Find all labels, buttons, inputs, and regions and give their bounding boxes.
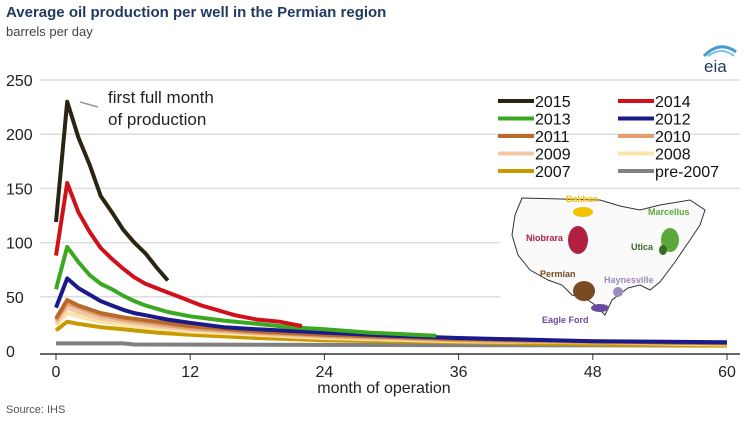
map-label: Utica <box>631 242 654 252</box>
x-tick-label: 24 <box>316 364 334 381</box>
legend-item-2013: 2013 <box>498 112 571 129</box>
legend-item-2010: 2010 <box>618 129 691 146</box>
annotation-text: first full month <box>108 88 214 107</box>
legend-item-2011: 2011 <box>498 129 570 146</box>
legend-item-2009: 2009 <box>498 147 571 164</box>
legend-label: 2010 <box>655 129 691 146</box>
series-line-2013 <box>54 244 437 338</box>
x-axis-label: month of operation <box>317 380 450 397</box>
y-tick-label: 50 <box>6 290 24 307</box>
play-region-niobrara <box>568 226 588 254</box>
legend-label: 2012 <box>655 112 691 129</box>
x-tick-label: 60 <box>718 364 736 381</box>
map-label: Bakken <box>566 194 598 204</box>
series-line-2014 <box>54 181 303 329</box>
legend-label: 2013 <box>535 112 571 129</box>
map-label: Marcellus <box>648 207 690 217</box>
y-tick-label: 150 <box>6 181 33 198</box>
legend-label: 2009 <box>535 147 571 164</box>
series-line-pre-2007 <box>56 341 728 348</box>
us-outline <box>511 197 706 316</box>
series-line-2015 <box>54 99 170 282</box>
legend-label: 2014 <box>655 94 691 111</box>
play-region-utica <box>659 245 667 255</box>
legend-label: pre-2007 <box>655 164 719 181</box>
play-region-eagle-ford <box>591 304 609 312</box>
y-tick-label: 250 <box>6 73 33 90</box>
legend-label: 2007 <box>535 164 571 181</box>
y-tick-label: 100 <box>6 236 33 253</box>
eia-logo: eia <box>702 45 737 76</box>
legend-item-2007: 2007 <box>498 164 571 181</box>
series-line-2012 <box>54 276 728 345</box>
x-tick-label: 12 <box>181 364 199 381</box>
legend-label: 2011 <box>535 129 570 146</box>
play-region-marcellus <box>661 228 679 252</box>
svg-text:eia: eia <box>704 57 727 76</box>
play-region-permian <box>573 281 595 301</box>
y-axis-unit: barrels per day <box>6 24 93 39</box>
map-label: Niobrara <box>526 233 564 243</box>
annotation-text: of production <box>108 110 206 129</box>
y-tick-label: 0 <box>6 344 15 361</box>
play-region-bakken <box>573 207 593 217</box>
map-label: Permian <box>540 269 576 279</box>
legend-item-2014: 2014 <box>618 94 691 111</box>
y-tick-label: 200 <box>6 127 33 144</box>
map-label: Eagle Ford <box>542 315 589 325</box>
legend-item-2008: 2008 <box>618 147 691 164</box>
x-tick-label: 48 <box>584 364 602 381</box>
legend-item-pre-2007: pre-2007 <box>618 164 719 181</box>
x-tick-label: 36 <box>450 364 468 381</box>
us-shale-map: Bakken Marcellus Niobrara Utica Permian Hayne… <box>500 190 745 325</box>
play-region-haynesville <box>613 287 623 297</box>
annotation-leader <box>79 101 99 108</box>
source-note: Source: IHS <box>6 404 66 416</box>
x-tick-label: 0 <box>52 364 61 381</box>
legend-item-2015: 2015 <box>498 94 571 111</box>
map-label: Haynesville <box>604 275 654 285</box>
chart-title: Average oil production per well in the P… <box>6 4 387 21</box>
legend-item-2012: 2012 <box>618 112 691 129</box>
legend-label: 2008 <box>655 147 691 164</box>
legend-label: 2015 <box>535 94 571 111</box>
